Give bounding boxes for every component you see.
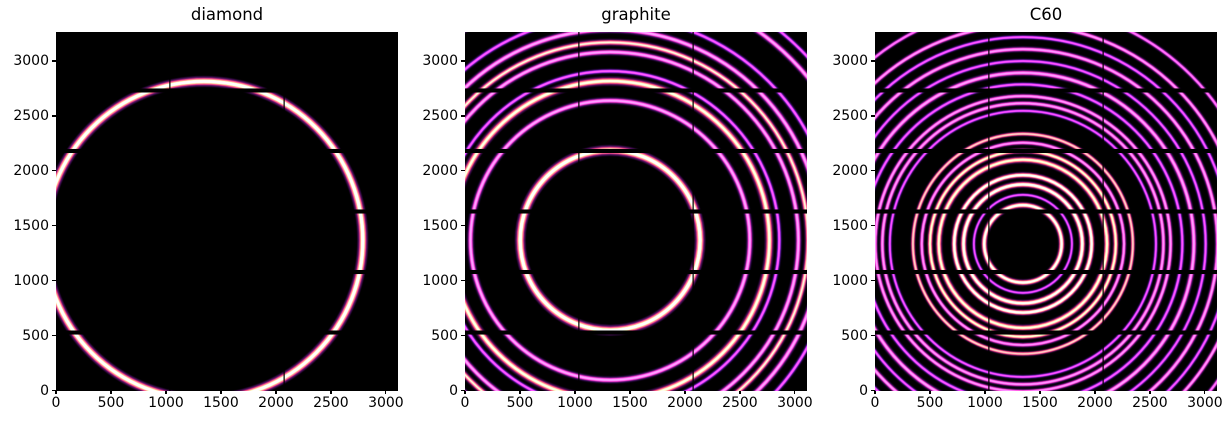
x-tick-label: 2000 [1077,394,1113,411]
y-tick-mark [871,225,875,227]
x-tick-mark [929,390,931,395]
y-tick-label: 1000 [13,272,49,289]
detector-image-graphite [465,31,807,391]
y-tick-mark [461,60,465,62]
y-tick-label: 1000 [832,272,868,289]
x-tick-label: 1000 [557,394,593,411]
y-tick-label: 500 [841,327,868,344]
y-tick-mark [871,170,875,172]
y-tick-mark [461,225,465,227]
x-tick-label: 500 [506,394,534,411]
y-tick-label: 3000 [13,53,49,70]
y-tick-mark [871,389,875,392]
x-tick-label: 1000 [967,394,1003,411]
y-tick-label: 1500 [13,217,49,234]
x-tick-label: 2500 [722,394,758,411]
x-tick-label: 3000 [777,394,813,411]
x-tick-mark [55,390,57,395]
y-tick-mark [52,170,56,172]
y-tick-mark [871,60,875,62]
y-tick-mark [52,60,56,62]
subplot-title-c60: C60 [1029,4,1063,24]
x-tick-mark [519,390,521,395]
y-tick-mark [461,389,465,392]
y-tick-label: 2000 [832,162,868,179]
y-tick-label: 3000 [832,53,868,70]
x-tick-mark [1149,390,1151,395]
x-tick-mark [275,390,277,395]
subplot-graphite: graphite 0 0 500 500 1000 1000 1500 1500 2000 200… [422,5,812,411]
y-tick-label: 500 [431,327,458,344]
x-tick-mark [220,390,222,395]
y-tick-label: 500 [22,327,49,344]
x-tick-label: 1500 [1022,394,1058,411]
x-tick-label: 500 [97,394,125,411]
subplot-title-diamond: diamond [190,4,264,24]
x-tick-mark [629,390,631,395]
detector-image-diamond [56,31,398,391]
y-tick-label: 0 [40,382,49,399]
x-tick-mark [165,390,167,395]
y-tick-mark [871,334,875,337]
x-tick-mark [385,390,387,395]
x-tick-label: 2000 [258,394,294,411]
x-tick-label: 0 [460,394,470,411]
x-tick-label: 1000 [148,394,184,411]
x-tick-label: 0 [51,394,61,411]
y-tick-label: 1500 [422,217,458,234]
y-tick-mark [52,334,56,337]
y-tick-label: 1500 [832,217,868,234]
y-tick-label: 0 [859,382,868,399]
subplot-c60: C60 0 0 500 500 1000 1000 1500 1500 2000 2000 2500… [832,5,1222,411]
y-tick-label: 3000 [422,53,458,70]
x-tick-mark [1039,390,1041,395]
y-tick-label: 2500 [13,107,49,124]
x-tick-mark [464,390,466,395]
y-tick-label: 1000 [422,272,458,289]
x-tick-label: 2000 [667,394,703,411]
x-tick-label: 0 [870,394,880,411]
x-tick-mark [1094,390,1096,395]
subplot-diamond: diamond 0 0 500 500 1000 1000 1500 1500 2000 2000… [13,5,403,411]
y-tick-label: 2000 [13,162,49,179]
y-tick-label: 2000 [422,162,458,179]
x-tick-mark [794,390,796,395]
x-tick-label: 2500 [1132,394,1168,411]
y-tick-mark [461,115,465,117]
y-tick-mark [871,280,875,282]
x-tick-mark [1204,390,1206,395]
subplot-title-graphite: graphite [601,4,671,24]
y-tick-mark [52,280,56,282]
y-tick-label: 0 [449,382,458,399]
y-tick-mark [52,225,56,227]
x-tick-label: 1500 [612,394,648,411]
x-tick-label: 3000 [1187,394,1223,411]
x-tick-mark [330,390,332,395]
x-tick-mark [739,390,741,395]
detector-image-c60 [875,31,1217,391]
x-tick-label: 2500 [313,394,349,411]
y-tick-mark [871,115,875,117]
y-tick-mark [461,170,465,172]
x-tick-mark [110,390,112,395]
x-tick-mark [684,390,686,395]
x-tick-label: 3000 [368,394,404,411]
x-tick-mark [574,390,576,395]
x-tick-label: 500 [916,394,944,411]
x-tick-label: 1500 [203,394,239,411]
y-tick-mark [461,334,465,337]
y-tick-mark [52,389,56,392]
y-tick-label: 2500 [832,107,868,124]
y-tick-label: 2500 [422,107,458,124]
x-tick-mark [874,390,876,395]
y-tick-mark [52,115,56,117]
x-tick-mark [984,390,986,395]
y-tick-mark [461,280,465,282]
